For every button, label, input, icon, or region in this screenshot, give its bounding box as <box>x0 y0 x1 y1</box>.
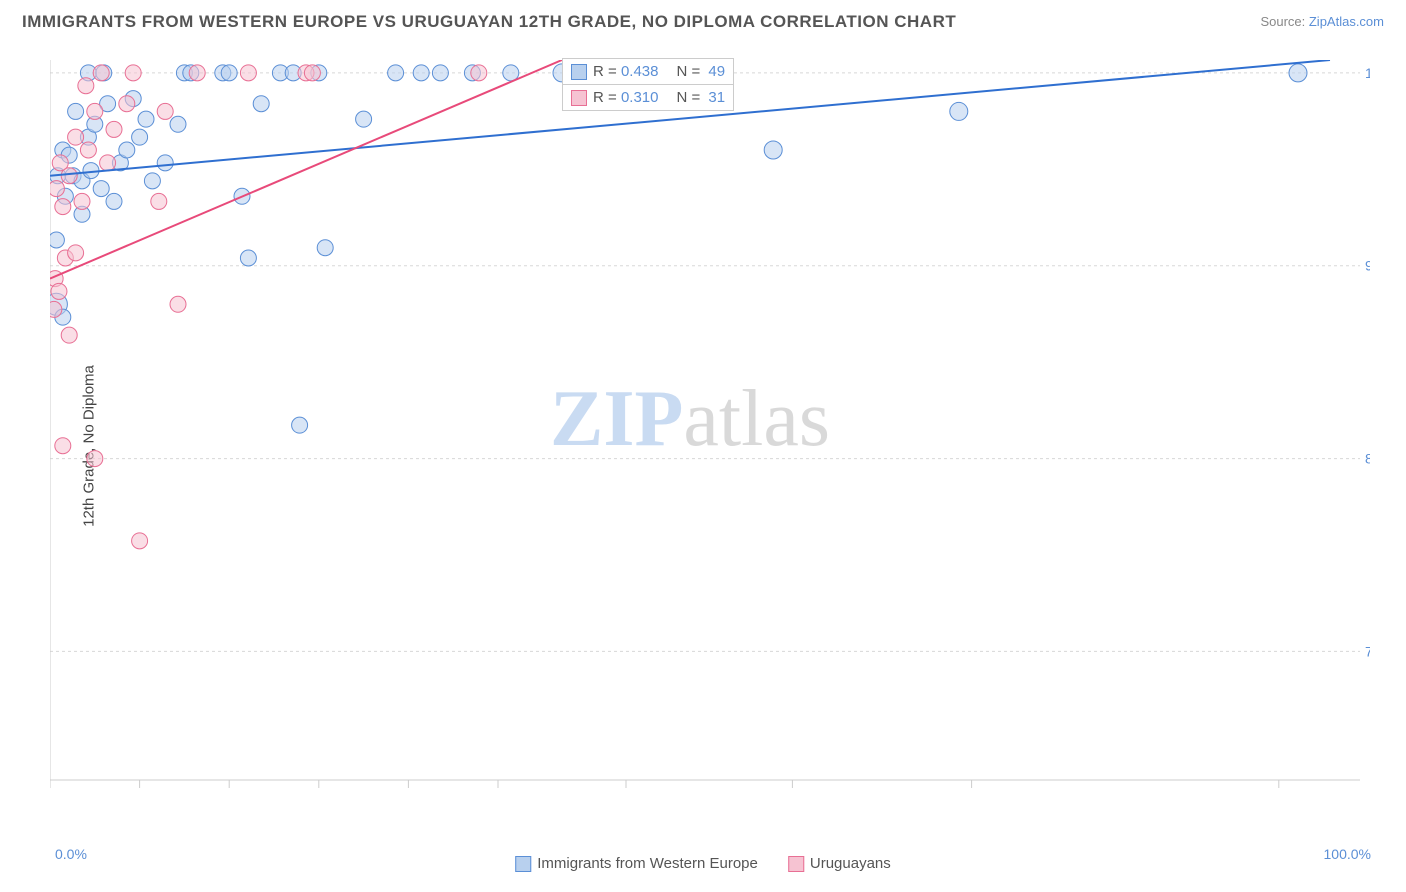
scatter-plot: 77.5% 85.0% 92.5% 100.0% ZIPatlas <box>50 60 1370 800</box>
x-axis-min-label: 0.0% <box>55 846 87 862</box>
data-point <box>304 65 320 81</box>
data-point <box>106 193 122 209</box>
data-point <box>189 65 205 81</box>
stats-row: R = 0.310 N = 31 <box>562 84 734 111</box>
data-point <box>68 245 84 261</box>
data-point <box>317 240 333 256</box>
y-tick-label: 85.0% <box>1365 451 1370 467</box>
watermark: ZIPatlas <box>550 375 830 463</box>
data-point <box>253 96 269 112</box>
legend-label: Immigrants from Western Europe <box>537 855 758 872</box>
legend-swatch <box>788 856 804 872</box>
source-attribution: Source: ZipAtlas.com <box>1260 14 1384 29</box>
y-tick-label: 100.0% <box>1365 65 1370 81</box>
data-point <box>292 417 308 433</box>
data-point <box>80 142 96 158</box>
data-point <box>950 102 968 120</box>
data-point <box>764 141 782 159</box>
legend-label: Uruguayans <box>810 855 891 872</box>
chart-title: IMMIGRANTS FROM WESTERN EUROPE VS URUGUA… <box>22 12 956 32</box>
data-point <box>87 103 103 119</box>
data-point <box>138 111 154 127</box>
n-value: 31 <box>708 89 725 106</box>
data-point <box>1289 64 1307 82</box>
data-point <box>388 65 404 81</box>
data-point <box>55 438 71 454</box>
data-point <box>93 181 109 197</box>
data-point <box>125 65 141 81</box>
data-point <box>93 65 109 81</box>
legend-swatch <box>571 64 587 80</box>
legend-swatch <box>515 856 531 872</box>
data-point <box>240 65 256 81</box>
legend-item: Immigrants from Western Europe <box>515 855 758 872</box>
data-point <box>170 116 186 132</box>
data-point <box>132 533 148 549</box>
data-point <box>50 232 64 248</box>
r-value: 0.438 <box>621 63 659 80</box>
r-label: R = <box>593 63 621 80</box>
data-point <box>50 301 62 317</box>
legend-swatch <box>571 90 587 106</box>
data-point <box>100 155 116 171</box>
source-prefix: Source: <box>1260 14 1308 29</box>
r-label: R = <box>593 89 621 106</box>
series-legend: Immigrants from Western Europe Uruguayans <box>515 855 891 872</box>
data-point <box>151 193 167 209</box>
r-value: 0.310 <box>621 89 659 106</box>
x-axis-max-label: 100.0% <box>1324 846 1371 862</box>
n-label: N = <box>676 89 704 106</box>
data-point <box>144 173 160 189</box>
data-point <box>106 121 122 137</box>
n-value: 49 <box>708 63 725 80</box>
data-point <box>132 129 148 145</box>
y-tick-label: 77.5% <box>1365 643 1370 659</box>
data-point <box>119 96 135 112</box>
data-point <box>50 181 64 197</box>
data-point <box>68 103 84 119</box>
data-point <box>61 168 77 184</box>
chart-container: IMMIGRANTS FROM WESTERN EUROPE VS URUGUA… <box>0 0 1406 892</box>
legend-item: Uruguayans <box>788 855 891 872</box>
data-point <box>68 129 84 145</box>
data-point <box>157 155 173 171</box>
source-link[interactable]: ZipAtlas.com <box>1309 14 1384 29</box>
data-point <box>87 451 103 467</box>
data-point <box>119 142 135 158</box>
data-point <box>55 199 71 215</box>
data-point <box>356 111 372 127</box>
y-tick-label: 92.5% <box>1365 258 1370 274</box>
data-point <box>413 65 429 81</box>
data-point <box>78 78 94 94</box>
stats-row: R = 0.438 N = 49 <box>562 58 734 85</box>
data-point <box>74 193 90 209</box>
stats-legend: R = 0.438 N = 49 R = 0.310 N = 31 <box>562 58 734 110</box>
data-point <box>61 327 77 343</box>
data-point <box>240 250 256 266</box>
data-point <box>157 103 173 119</box>
data-point <box>471 65 487 81</box>
n-label: N = <box>676 63 704 80</box>
data-point <box>432 65 448 81</box>
data-point <box>170 296 186 312</box>
data-point <box>51 283 67 299</box>
data-point <box>221 65 237 81</box>
